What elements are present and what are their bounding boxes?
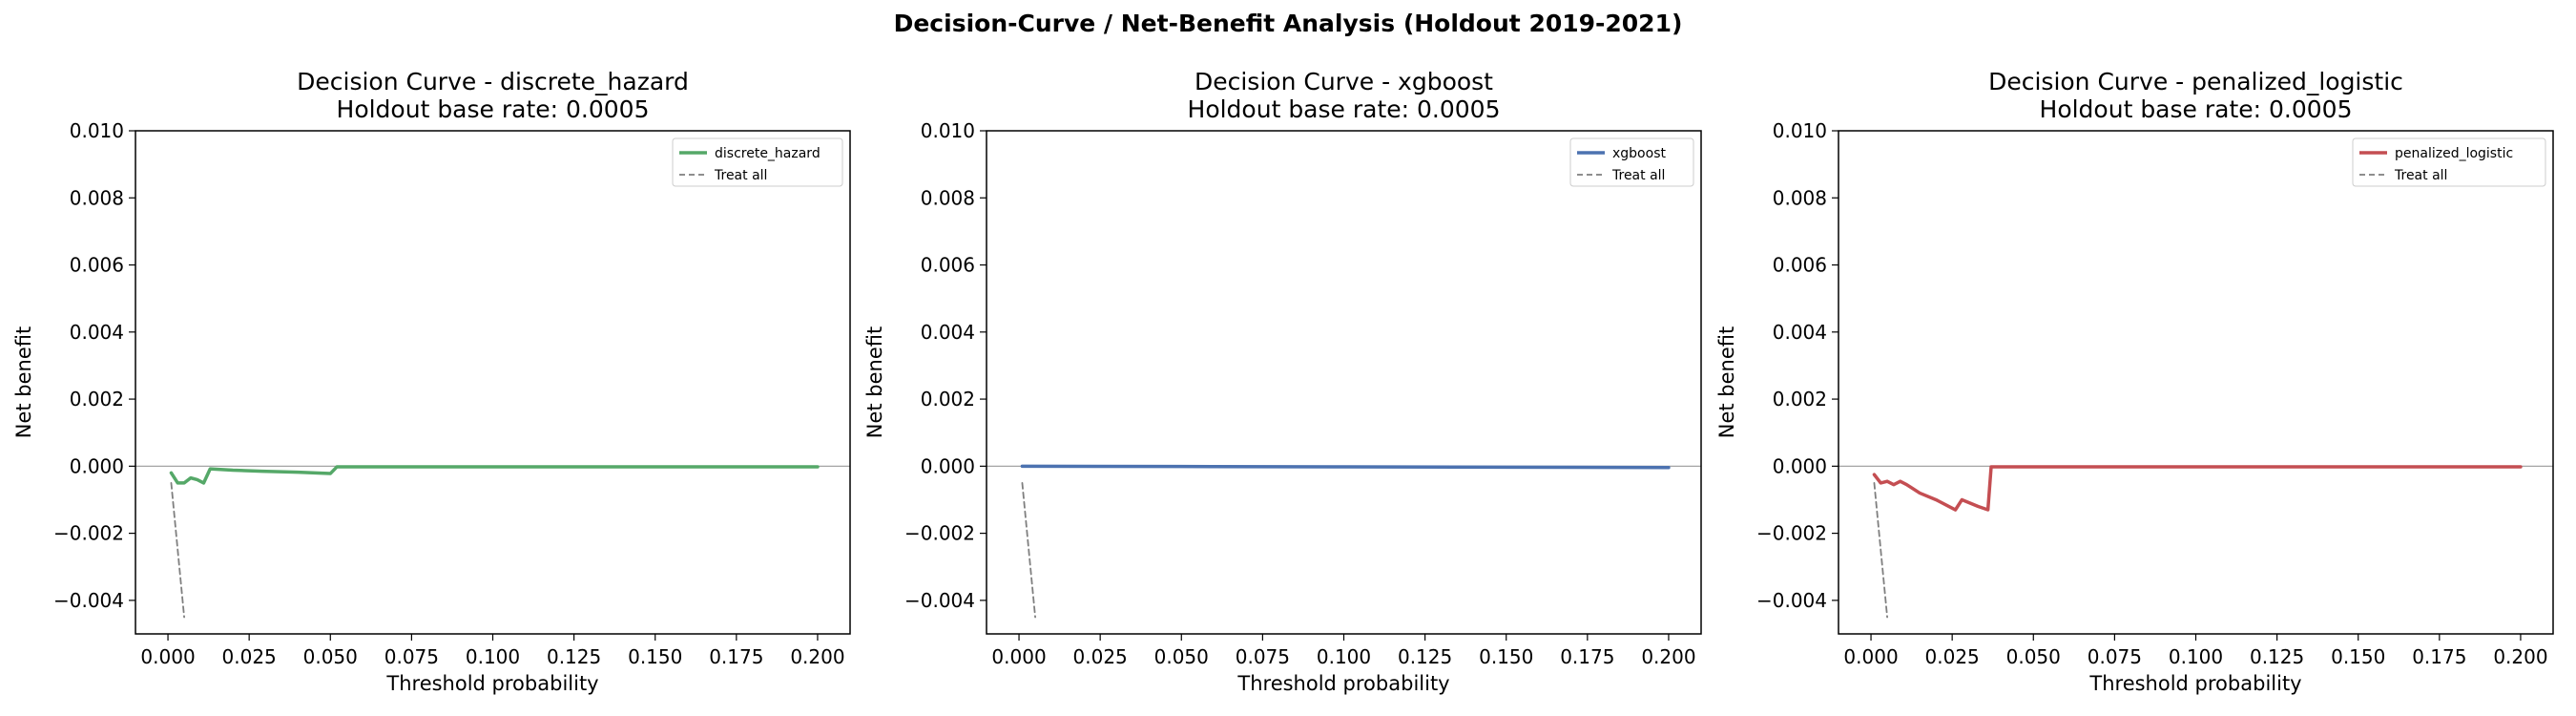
legend-box <box>2352 137 2546 187</box>
y-tick-label: 0.008 <box>70 186 124 209</box>
x-tick-label: 0.025 <box>1073 645 1128 668</box>
chart-title: Decision Curve - discrete_hazard <box>297 68 689 95</box>
y-tick-label: 0.006 <box>70 254 124 277</box>
x-tick-label: 0.175 <box>1560 645 1614 668</box>
x-tick-label: 0.125 <box>2250 645 2304 668</box>
y-tick-label: −0.002 <box>53 522 124 545</box>
chart-subtitle: Holdout base rate: 0.0005 <box>2040 95 2353 123</box>
legend-entry-label: Treat all <box>2394 168 2447 183</box>
y-tick-label: 0.004 <box>1773 321 1827 344</box>
legend-entry-label: penalized_logistic <box>2395 146 2513 161</box>
y-tick-label: −0.002 <box>1756 522 1827 545</box>
y-tick-label: −0.004 <box>53 589 124 612</box>
x-tick-label: 0.050 <box>303 645 358 668</box>
model-net-benefit-line <box>1872 465 2523 512</box>
y-axis-label: Net benefit <box>12 326 35 438</box>
x-tick-label: 0.000 <box>140 645 195 668</box>
y-tick-label: −0.004 <box>904 589 975 612</box>
chart-subtitle: Holdout base rate: 0.0005 <box>1188 95 1501 123</box>
y-tick-label: 0.000 <box>1773 454 1827 477</box>
x-tick-label: 0.200 <box>790 645 844 668</box>
y-tick-label: 0.002 <box>1773 388 1827 411</box>
x-tick-label: 0.000 <box>1843 645 1898 668</box>
x-tick-label: 0.050 <box>2006 645 2061 668</box>
chart-title: Decision Curve - penalized_logistic <box>1988 68 2403 95</box>
x-tick-label: 0.075 <box>1236 645 1290 668</box>
legend: discrete_hazard Treat all <box>672 137 843 187</box>
legend: penalized_logistic Treat all <box>2352 137 2546 187</box>
chart-panels: Decision Curve - discrete_hazardHoldout … <box>12 68 2554 695</box>
chart-panel-3: Decision Curve - penalized_logisticHoldo… <box>1715 68 2554 695</box>
x-axis-label: Threshold probability <box>2088 672 2301 695</box>
y-tick-label: 0.006 <box>921 254 975 277</box>
x-tick-label: 0.075 <box>2088 645 2142 668</box>
y-tick-label: −0.002 <box>904 522 975 545</box>
y-tick-label: 0.000 <box>70 454 124 477</box>
x-tick-label: 0.150 <box>1479 645 1533 668</box>
y-tick-label: 0.008 <box>921 186 975 209</box>
x-tick-label: 0.125 <box>1398 645 1452 668</box>
y-tick-label: 0.002 <box>921 388 975 411</box>
y-tick-label: 0.002 <box>70 388 124 411</box>
x-tick-label: 0.200 <box>2493 645 2547 668</box>
y-axis-label: Net benefit <box>1715 326 1738 438</box>
x-tick-label: 0.025 <box>222 645 277 668</box>
y-tick-label: −0.004 <box>1756 589 1827 612</box>
treat-all-line <box>170 481 185 619</box>
model-net-benefit-line <box>1020 464 1671 470</box>
x-tick-label: 0.175 <box>709 645 763 668</box>
plot-area <box>1020 464 1671 619</box>
figure-suptitle: Decision-Curve / Net-Benefit Analysis (H… <box>894 10 1683 37</box>
legend-box <box>672 137 843 187</box>
y-tick-label: 0.010 <box>1773 119 1827 142</box>
y-tick-label: 0.008 <box>1773 186 1827 209</box>
y-axis-label: Net benefit <box>863 326 886 438</box>
legend-entry-label: Treat all <box>714 168 767 183</box>
x-tick-label: 0.100 <box>2169 645 2223 668</box>
x-tick-label: 0.100 <box>1317 645 1371 668</box>
x-tick-label: 0.075 <box>384 645 439 668</box>
treat-all-line <box>1021 481 1036 619</box>
x-tick-label: 0.050 <box>1154 645 1209 668</box>
y-tick-label: 0.004 <box>70 321 124 344</box>
x-tick-label: 0.125 <box>547 645 601 668</box>
y-tick-label: 0.010 <box>70 119 124 142</box>
x-tick-label: 0.025 <box>1925 645 1980 668</box>
treat-all-line <box>1873 481 1888 619</box>
y-tick-label: 0.010 <box>921 119 975 142</box>
x-tick-label: 0.100 <box>466 645 520 668</box>
y-tick-label: 0.004 <box>921 321 975 344</box>
y-tick-label: 0.000 <box>921 454 975 477</box>
plot-area <box>1872 465 2523 619</box>
legend-entry-label: discrete_hazard <box>715 146 821 161</box>
x-axis-label: Threshold probability <box>385 672 598 695</box>
legend-entry-label: Treat all <box>1611 168 1665 183</box>
x-tick-label: 0.000 <box>991 645 1046 668</box>
legend: xgboost Treat all <box>1569 137 1694 187</box>
model-net-benefit-line <box>169 465 820 485</box>
x-axis-label: Threshold probability <box>1236 672 1449 695</box>
chart-panel-1: Decision Curve - discrete_hazardHoldout … <box>12 68 851 695</box>
plot-area <box>169 465 820 619</box>
chart-subtitle: Holdout base rate: 0.0005 <box>337 95 650 123</box>
x-tick-label: 0.175 <box>2412 645 2466 668</box>
legend-entry-label: xgboost <box>1612 146 1666 161</box>
x-tick-label: 0.150 <box>2331 645 2385 668</box>
y-tick-label: 0.006 <box>1773 254 1827 277</box>
x-tick-label: 0.150 <box>628 645 682 668</box>
x-tick-label: 0.200 <box>1641 645 1695 668</box>
chart-title: Decision Curve - xgboost <box>1195 68 1493 95</box>
